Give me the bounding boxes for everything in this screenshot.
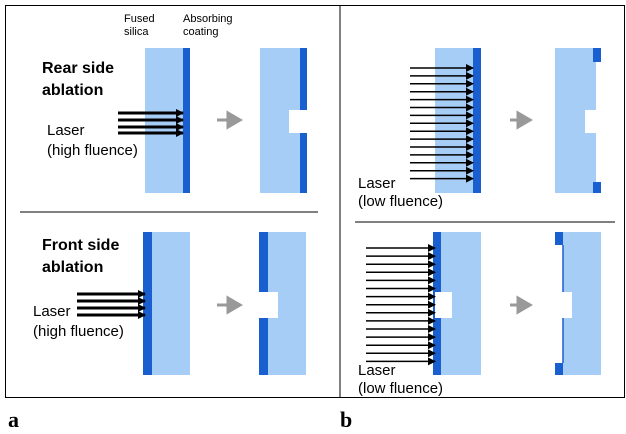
label: silica bbox=[124, 26, 149, 38]
heading: ablation bbox=[42, 82, 103, 99]
label: coating bbox=[183, 26, 218, 38]
heading: Front side bbox=[42, 237, 119, 254]
label: Fused bbox=[124, 13, 155, 25]
label: (high fluence) bbox=[47, 142, 138, 159]
heading: Rear side bbox=[42, 60, 114, 77]
panel-label: b bbox=[340, 407, 352, 432]
label: Laser bbox=[47, 122, 85, 139]
heading: ablation bbox=[42, 259, 103, 276]
label: Laser bbox=[358, 175, 396, 192]
label: Laser bbox=[358, 362, 396, 379]
label: (low fluence) bbox=[358, 380, 443, 397]
label: (low fluence) bbox=[358, 193, 443, 210]
label: Laser bbox=[33, 303, 71, 320]
label: (high fluence) bbox=[33, 323, 124, 340]
label: Absorbing bbox=[183, 13, 233, 25]
panel-label: a bbox=[8, 407, 19, 432]
figure: Fused silica Absorbing coating Rear side… bbox=[0, 0, 626, 434]
